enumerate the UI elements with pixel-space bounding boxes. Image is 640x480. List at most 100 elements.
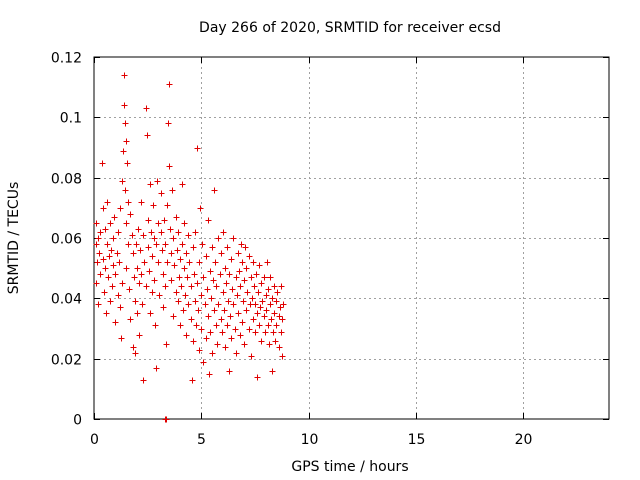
data-point bbox=[192, 298, 199, 305]
data-point bbox=[268, 316, 275, 323]
data-point bbox=[276, 313, 283, 320]
data-point bbox=[263, 307, 270, 314]
data-point bbox=[179, 241, 186, 248]
data-point bbox=[241, 341, 248, 348]
data-point bbox=[198, 326, 205, 333]
data-point bbox=[262, 329, 269, 336]
data-point bbox=[144, 132, 151, 139]
data-point bbox=[166, 81, 173, 88]
data-point bbox=[155, 220, 162, 227]
data-point bbox=[243, 307, 250, 314]
data-point bbox=[221, 307, 228, 314]
data-point bbox=[96, 250, 103, 257]
data-point bbox=[155, 259, 162, 266]
data-point bbox=[101, 289, 108, 296]
data-point bbox=[195, 307, 202, 314]
data-point bbox=[110, 262, 117, 269]
y-tick-label: 0.1 bbox=[60, 111, 82, 127]
data-point bbox=[138, 199, 145, 206]
data-point bbox=[93, 220, 100, 227]
data-point bbox=[274, 289, 281, 296]
data-point bbox=[252, 329, 259, 336]
data-point bbox=[203, 253, 210, 260]
data-point bbox=[192, 229, 199, 236]
data-point bbox=[93, 241, 100, 248]
data-point bbox=[243, 265, 250, 272]
data-point bbox=[279, 316, 286, 323]
data-point bbox=[164, 202, 171, 209]
data-point bbox=[269, 368, 276, 375]
data-point bbox=[114, 250, 121, 257]
data-point bbox=[251, 283, 258, 290]
data-point bbox=[125, 241, 132, 248]
data-point bbox=[154, 178, 161, 185]
data-point bbox=[230, 235, 237, 242]
data-point bbox=[147, 181, 154, 188]
data-point bbox=[227, 313, 234, 320]
data-point bbox=[273, 322, 280, 329]
data-point bbox=[127, 211, 134, 218]
data-point bbox=[123, 138, 130, 145]
data-point bbox=[97, 271, 104, 278]
y-tick-label: 0.06 bbox=[51, 232, 82, 248]
data-points bbox=[93, 72, 287, 423]
x-tick-label: 20 bbox=[515, 432, 533, 448]
data-point bbox=[100, 205, 107, 212]
data-point bbox=[126, 286, 133, 293]
data-point bbox=[166, 163, 173, 170]
data-point bbox=[186, 259, 193, 266]
data-point bbox=[193, 322, 200, 329]
data-point bbox=[112, 271, 119, 278]
data-point bbox=[232, 326, 239, 333]
data-point bbox=[140, 377, 147, 384]
data-point bbox=[248, 353, 255, 360]
data-point bbox=[279, 353, 286, 360]
data-point bbox=[123, 265, 130, 272]
data-point bbox=[106, 253, 113, 260]
data-point bbox=[170, 235, 177, 242]
data-point bbox=[196, 259, 203, 266]
data-point bbox=[235, 250, 242, 257]
grid-lines bbox=[94, 57, 609, 419]
data-point bbox=[149, 289, 156, 296]
data-point bbox=[228, 256, 235, 263]
data-point bbox=[119, 178, 126, 185]
data-point bbox=[153, 365, 160, 372]
data-point bbox=[125, 199, 132, 206]
data-point bbox=[267, 274, 274, 281]
data-point bbox=[246, 326, 253, 333]
data-point bbox=[171, 262, 178, 269]
data-point bbox=[140, 232, 147, 239]
data-point bbox=[169, 187, 176, 194]
data-point bbox=[235, 310, 242, 317]
x-tick-label: 15 bbox=[408, 432, 426, 448]
data-point bbox=[182, 292, 189, 299]
data-point bbox=[168, 250, 175, 257]
data-point bbox=[107, 298, 114, 305]
data-point bbox=[233, 350, 240, 357]
data-point bbox=[252, 301, 259, 308]
data-point bbox=[223, 280, 230, 287]
data-point bbox=[202, 301, 209, 308]
data-point bbox=[95, 301, 102, 308]
data-point bbox=[244, 289, 251, 296]
data-point bbox=[189, 377, 196, 384]
data-point bbox=[180, 307, 187, 314]
data-point bbox=[148, 229, 155, 236]
data-point bbox=[104, 199, 111, 206]
data-point bbox=[196, 347, 203, 354]
data-point bbox=[156, 292, 163, 299]
data-point bbox=[257, 304, 264, 311]
data-point bbox=[150, 202, 157, 209]
data-point bbox=[139, 301, 146, 308]
data-point bbox=[218, 250, 225, 257]
data-point bbox=[122, 120, 129, 127]
data-point bbox=[214, 341, 221, 348]
data-point bbox=[211, 307, 218, 314]
data-point bbox=[199, 241, 206, 248]
data-point bbox=[179, 181, 186, 188]
data-point bbox=[265, 322, 272, 329]
data-point bbox=[271, 283, 278, 290]
data-point bbox=[277, 304, 284, 311]
